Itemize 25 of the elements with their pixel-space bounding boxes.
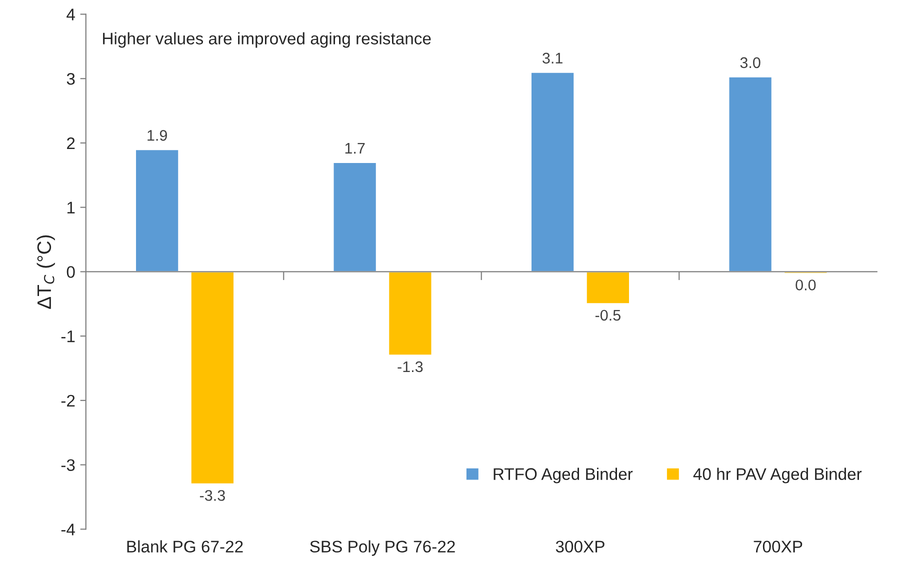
y-tick-label: -1 bbox=[61, 330, 75, 342]
data-label: -1.3 bbox=[398, 361, 423, 372]
x-tick-label: SBS Poly PG 76-22 bbox=[310, 540, 455, 556]
y-tick-label: 1 bbox=[67, 202, 75, 214]
data-label: 1.9 bbox=[148, 130, 167, 141]
annotation: Higher values are improved aging resistance bbox=[103, 32, 431, 48]
data-label: 3.0 bbox=[740, 57, 760, 68]
y-tick-label: 2 bbox=[67, 137, 75, 149]
data-label: -3.3 bbox=[200, 490, 225, 501]
y-tick-label: -2 bbox=[61, 394, 75, 406]
x-tick-label: 700XP bbox=[754, 540, 802, 553]
y-tick-label: 3 bbox=[66, 72, 75, 85]
data-label: 3.1 bbox=[542, 52, 562, 64]
y-axis-title: ΔT$_{C}$ (°C) bbox=[36, 235, 55, 309]
x-tick-label: Blank PG 67-22 bbox=[127, 540, 243, 553]
x-tick-label: 300XP bbox=[556, 540, 604, 553]
data-label: 1.7 bbox=[345, 143, 365, 154]
y-tick-label: -4 bbox=[61, 524, 75, 536]
y-tick-label: -3 bbox=[61, 459, 75, 472]
legend-label: 40 hr PAV Aged Binder bbox=[693, 468, 862, 484]
y-tick-label: 4 bbox=[66, 8, 75, 20]
y-tick-label: 0 bbox=[66, 266, 75, 278]
data-label: -0.5 bbox=[595, 310, 620, 321]
legend-label: RTFO Aged Binder bbox=[494, 468, 633, 484]
data-label: 0.0 bbox=[796, 280, 816, 290]
